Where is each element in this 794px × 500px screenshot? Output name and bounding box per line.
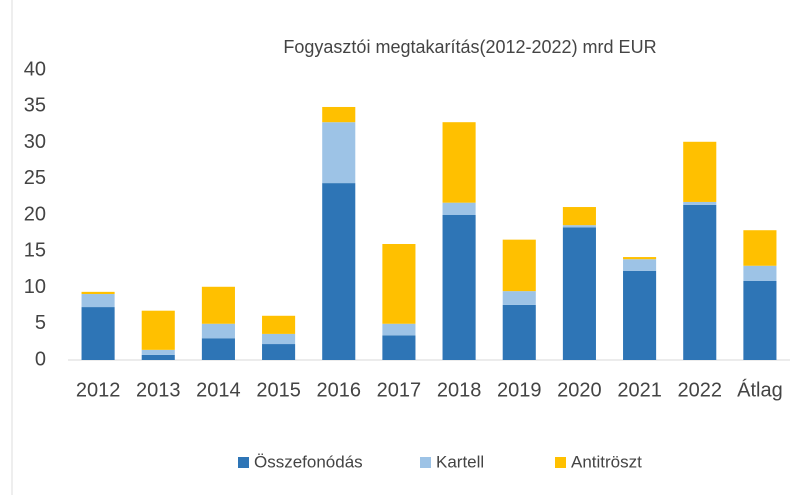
legend-label: Antitröszt [571,452,642,471]
bar-segment [322,106,356,123]
y-tick-label: 25 [24,167,46,189]
chart-title: Fogyasztói megtakarítás(2012-2022) mrd E… [283,37,656,57]
bar-segment [81,291,115,295]
bar-segment [743,230,777,266]
legend-label: Kartell [436,452,484,471]
bar-segment [262,315,296,334]
legend-swatch [420,457,431,468]
bar-segment [141,354,175,360]
bar-segment [201,338,235,360]
bar-segment [562,207,596,226]
legend-label: Összefonódás [254,452,363,471]
x-tick-label: 2015 [256,379,301,401]
bar-segment [382,244,416,324]
y-tick-label: 30 [24,131,46,153]
x-tick-label: 2016 [317,379,362,401]
bar-segment [623,259,657,271]
bar-segment [382,335,416,360]
x-tick-label: 2014 [196,379,241,401]
bar-segment [382,323,416,336]
bar-segment [81,294,115,308]
bar-segment [262,344,296,360]
x-tick-label: Átlag [737,378,783,401]
bar-segment [141,349,175,355]
x-tick-label: 2022 [678,379,723,401]
y-tick-label: 35 [24,95,46,117]
bar-segment [141,310,175,350]
bar-segment [743,265,777,281]
bar-segment [743,280,777,360]
x-tick-label: 2012 [76,379,121,401]
bar-segment [623,270,657,360]
bar-segment [562,225,596,228]
bar-segment [502,304,536,360]
legend-swatch [238,457,249,468]
legend-swatch [555,457,566,468]
x-tick-label: 2019 [497,379,542,401]
bar-segment [322,183,356,360]
x-tick-label: 2018 [437,379,482,401]
y-tick-label: 15 [24,240,46,262]
bar-segment [562,227,596,360]
bar-segment [442,202,476,215]
bar-segment [683,204,717,360]
y-tick-label: 5 [35,312,46,334]
y-tick-label: 20 [24,203,46,225]
bar-segment [201,286,235,324]
y-tick-label: 40 [24,58,46,80]
bar-segment [201,323,235,339]
y-tick-label: 10 [24,276,46,298]
bar-segment [683,201,717,205]
bar-segment [502,291,536,305]
bar-segment [442,215,476,360]
y-tick-label: 0 [35,348,46,370]
bar-segment [262,333,296,345]
bar-segment [502,239,536,292]
bar-segment [442,122,476,203]
x-tick-label: 2020 [557,379,602,401]
x-tick-label: 2013 [136,379,181,401]
x-tick-label: 2021 [617,379,662,401]
x-tick-label: 2017 [377,379,422,401]
bar-segment [81,307,115,360]
bar-segment [623,257,657,260]
bar-segment [683,141,717,202]
bar-segment [322,122,356,184]
